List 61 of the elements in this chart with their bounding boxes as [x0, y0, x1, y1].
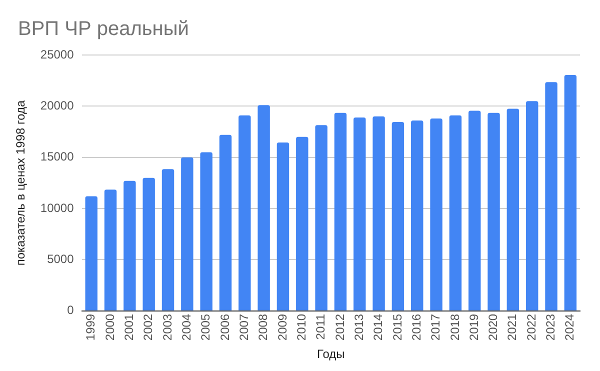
bar: [162, 169, 174, 310]
bar: [449, 115, 462, 310]
bar: [372, 116, 385, 310]
bar: [219, 134, 232, 310]
bar: [564, 74, 577, 310]
y-tick-label: 25000: [40, 47, 74, 62]
x-tick-label: 2011: [314, 314, 328, 340]
x-tick-label: 2008: [256, 314, 270, 341]
x-tick-label: 2024: [562, 314, 577, 341]
x-tick-label: 2018: [448, 314, 462, 341]
bar: [104, 190, 117, 310]
y-tick-label: 5000: [47, 252, 74, 266]
bar: [315, 125, 328, 310]
x-tick-label: 2020: [486, 314, 500, 341]
bar: [238, 115, 251, 310]
y-axis-title: показатель в ценах 1998 года: [14, 100, 28, 266]
x-tick-label: 2000: [102, 314, 117, 341]
x-tick-label: 2004: [179, 314, 194, 341]
bar: [200, 152, 212, 310]
bar: [526, 101, 538, 310]
x-tick-label: 2001: [122, 314, 136, 341]
bar: [506, 108, 520, 310]
bar: [468, 110, 481, 310]
x-tick-label: 1999: [84, 314, 98, 341]
x-tick-label: 2013: [352, 314, 366, 341]
bar: [296, 136, 308, 310]
bar: [181, 157, 194, 310]
bar: [488, 112, 500, 310]
x-tick-label: 2014: [371, 314, 386, 341]
x-tick-label: 2009: [275, 314, 290, 341]
bar: [430, 118, 442, 310]
x-tick-label: 2012: [332, 314, 347, 341]
x-tick-label: 2023: [544, 314, 558, 341]
x-tick-label: 2022: [524, 314, 538, 341]
bar: [124, 180, 136, 310]
bar: [258, 105, 270, 310]
y-tick-label: 15000: [40, 150, 74, 164]
x-tick-label: 2010: [294, 314, 308, 341]
bar: [411, 120, 424, 310]
x-axis-title: Годы: [317, 347, 345, 362]
bar: [276, 142, 290, 310]
bar: [85, 196, 98, 310]
y-tick-label: 10000: [40, 200, 74, 215]
x-tick-label: 2016: [409, 314, 424, 341]
bar: [354, 117, 366, 310]
chart-title: ВРП ЧР реальный: [18, 18, 189, 41]
x-tick-label: 2003: [160, 314, 174, 341]
x-tick-label: 2005: [198, 314, 213, 341]
x-tick-label: 2021: [505, 314, 520, 341]
bar: [392, 122, 404, 310]
y-tick-label: 0: [67, 303, 74, 318]
bar: [334, 112, 347, 310]
x-tick-label: 2006: [218, 314, 232, 341]
x-tick-label: 2019: [466, 314, 481, 341]
y-tick-label: 20000: [40, 98, 74, 112]
x-tick-label: 2017: [428, 314, 443, 341]
x-tick-label: 2002: [141, 314, 156, 341]
x-tick-label: 2007: [236, 314, 251, 341]
bar: [545, 82, 558, 310]
x-tick-label: 2015: [390, 314, 404, 341]
bar: [142, 178, 155, 310]
